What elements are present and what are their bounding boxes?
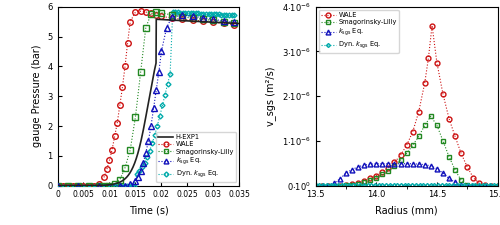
Legend: H-EXP1, WALE, Smagorinsky-Lilly, $k_\mathrm{sgs}$ Eq., Dyn. $k_\mathrm{sgs}$ Eq.: H-EXP1, WALE, Smagorinsky-Lilly, $k_\mat… [156, 132, 236, 182]
X-axis label: Radius (mm): Radius (mm) [376, 205, 438, 215]
Legend: WALE, Smagorinsky-Lilly, $k_\mathrm{sgs}$ Eq., Dyn. $k_\mathrm{sgs}$ Eq.: WALE, Smagorinsky-Lilly, $k_\mathrm{sgs}… [319, 10, 398, 53]
X-axis label: Time (s): Time (s) [128, 205, 168, 215]
Y-axis label: v_sgs (m²/s): v_sgs (m²/s) [266, 66, 276, 126]
Y-axis label: gauge Pressure (bar): gauge Pressure (bar) [32, 45, 42, 147]
